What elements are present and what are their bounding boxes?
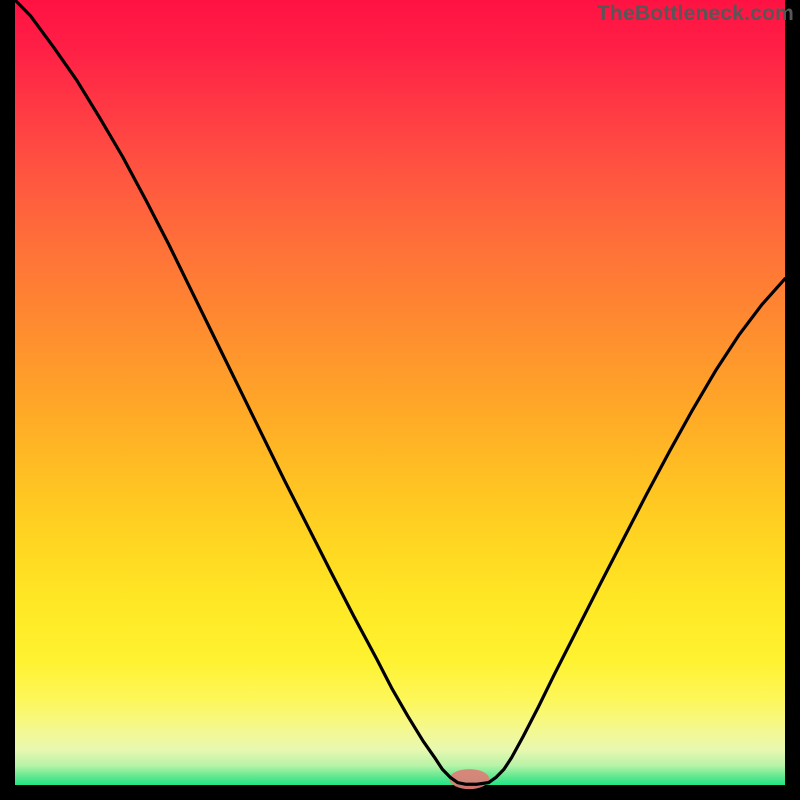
bottleneck-chart: TheBottleneck.com	[0, 0, 800, 800]
attribution-text: TheBottleneck.com	[597, 2, 794, 26]
plot-background	[15, 0, 785, 785]
chart-svg	[0, 0, 800, 800]
